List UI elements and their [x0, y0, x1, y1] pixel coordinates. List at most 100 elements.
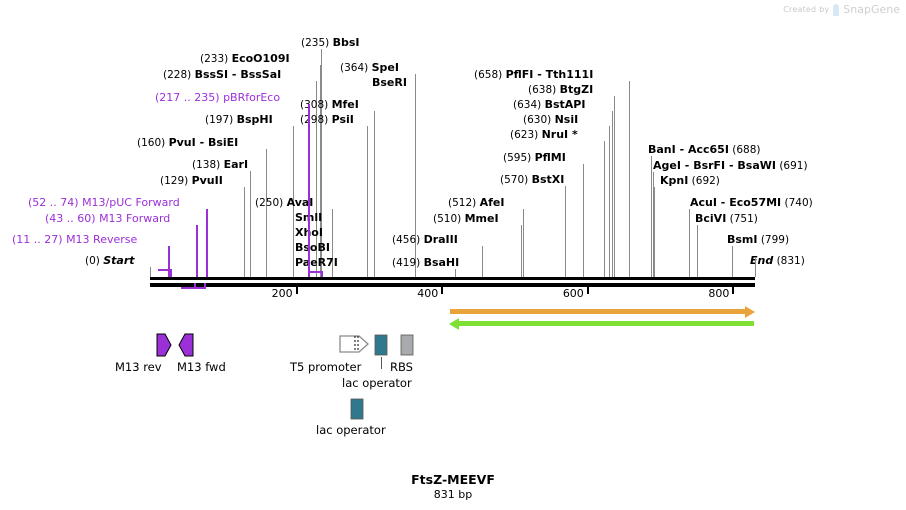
- enzyme-label-BstXI[interactable]: (570) BstXI: [500, 172, 564, 186]
- enzyme-label-PvuII[interactable]: (129) PvuII: [160, 173, 223, 187]
- enzyme-label-MfeI[interactable]: (308) MfeI: [300, 97, 359, 111]
- primer-name: M13 Reverse: [66, 233, 138, 246]
- primer-range: (52 .. 74): [28, 196, 83, 209]
- feature-label-t5-promoter[interactable]: T5 promoter: [290, 360, 362, 374]
- lac-operator-connector: [381, 357, 382, 369]
- sequence-length: 831 bp: [433, 488, 473, 501]
- enzyme-label-KpnI[interactable]: KpnI (692): [660, 173, 720, 187]
- enzyme-position: (250): [255, 197, 287, 209]
- orf-bar: [457, 321, 755, 326]
- feature-label-m13-rev[interactable]: M13 rev: [115, 360, 162, 374]
- enzyme-label-AcuI[interactable]: AcuI - Eco57MI (740): [690, 195, 813, 209]
- enzyme-label-BssSI[interactable]: (228) BssSI - BssSaI: [163, 67, 281, 81]
- enzyme-label-SpeI[interactable]: (364) SpeI: [340, 60, 399, 74]
- feature-glyph-m13-fwd[interactable]: [178, 332, 194, 362]
- feature-glyph-lac-operator[interactable]: [350, 398, 364, 424]
- enzyme-name: PsiI: [331, 113, 354, 126]
- enzyme-leader-EarI: [250, 171, 252, 277]
- feature-glyph-m13-rev[interactable]: [156, 332, 172, 362]
- enzyme-name: PflFI: [505, 68, 534, 81]
- enzyme-label-BbsI[interactable]: (235) BbsI: [301, 35, 359, 49]
- enzyme-name: BsoBI: [295, 241, 330, 254]
- enzyme-label-DraIII[interactable]: (456) DraIII: [392, 232, 458, 246]
- feature-label-m13-fwd[interactable]: M13 fwd: [177, 360, 226, 374]
- enzyme-position: (419): [392, 257, 424, 269]
- enzyme-name: AfeI: [479, 196, 505, 209]
- end-label[interactable]: End (831): [750, 253, 805, 267]
- start-label[interactable]: (0) Start: [85, 253, 135, 267]
- end-name: End: [750, 254, 774, 267]
- enzyme-name: BsiEI: [207, 136, 239, 149]
- enzyme-name: MfeI: [331, 98, 359, 111]
- enzyme-leader-BtgZI: [614, 96, 616, 277]
- enzyme-name: KpnI: [660, 174, 689, 187]
- enzyme-label-BsmI[interactable]: BsmI (799): [727, 232, 789, 246]
- ruler-tick-400: [441, 287, 444, 294]
- primer-label-m13-reverse[interactable]: (11 .. 27) M13 Reverse: [12, 232, 137, 245]
- enzyme-name: BanI: [648, 143, 676, 156]
- snapgene-logo-icon: [833, 3, 840, 16]
- enzyme-label-EcoO109I[interactable]: (233) EcoO109I: [200, 51, 290, 65]
- enzyme-label-EarI[interactable]: (138) EarI: [192, 157, 248, 171]
- enzyme-label-BtgZI[interactable]: (638) BtgZI: [528, 82, 593, 96]
- enzyme-name: PflMI: [534, 151, 566, 164]
- enzyme-name: AgeI: [653, 159, 681, 172]
- enzyme-label-PaeR7I[interactable]: PaeR7I: [295, 255, 338, 268]
- feature-glyph-rbs[interactable]: [400, 334, 414, 360]
- enzyme-label-PsiI[interactable]: (298) PsiI: [300, 112, 354, 126]
- enzyme-label-BstAPI[interactable]: (634) BstAPI: [513, 97, 585, 111]
- enzyme-name: AcuI: [690, 196, 717, 209]
- enzyme-label-NruI *[interactable]: (623) NruI *: [510, 127, 578, 141]
- enzyme-separator: -: [533, 68, 546, 81]
- enzyme-name: BsrFI: [693, 159, 726, 172]
- enzyme-label-PflFI[interactable]: (658) PflFI - Tth111I: [474, 67, 593, 81]
- feature-glyph-t5-promoter[interactable]: [339, 332, 369, 360]
- ruler-tick-600: [586, 287, 589, 294]
- ruler-label-600: 600: [562, 287, 584, 300]
- enzyme-name: BstAPI: [544, 98, 586, 111]
- feature-label-lac-operator[interactable]: lac operator: [316, 423, 386, 437]
- start-position: (0): [85, 255, 104, 267]
- enzyme-label-AfeI[interactable]: (512) AfeI: [448, 195, 504, 209]
- feature-glyph-lac-operator[interactable]: [374, 334, 388, 360]
- enzyme-label-BseRI[interactable]: BseRI: [372, 75, 407, 88]
- enzyme-name: BsmI: [727, 233, 758, 246]
- start-leader-line: [150, 267, 151, 277]
- enzyme-label-BspHI[interactable]: (197) BspHI: [205, 112, 273, 126]
- enzyme-label-NsiI[interactable]: (630) NsiI: [523, 112, 578, 126]
- enzyme-position: (570): [500, 174, 532, 186]
- enzyme-leader-PvuII: [243, 187, 245, 277]
- watermark-brand: SnapGene: [843, 3, 900, 16]
- enzyme-label-PflMI[interactable]: (595) PflMI: [503, 150, 566, 164]
- enzyme-label-MmeI[interactable]: (510) MmeI: [433, 211, 499, 225]
- enzyme-leader-DraIII: [481, 246, 483, 277]
- enzyme-position: (623): [510, 129, 542, 141]
- primer-leader-line: [206, 209, 208, 277]
- enzyme-label-BsaHI[interactable]: (419) BsaHI: [392, 255, 459, 269]
- enzyme-leader-AgeI: [653, 172, 655, 277]
- enzyme-label-AgeI[interactable]: AgeI - BsrFI - BsaWI (691): [653, 158, 808, 172]
- snapgene-watermark: Created by SnapGene: [783, 3, 900, 16]
- enzyme-label-BciVI[interactable]: BciVI (751): [695, 211, 758, 225]
- enzyme-leader-PsiI: [366, 126, 368, 277]
- feature-label-lac-operator[interactable]: lac operator: [342, 376, 412, 390]
- primer-label-m13-puc-forward[interactable]: (52 .. 74) M13/pUC Forward: [28, 195, 180, 208]
- orf-arrowhead: [448, 317, 459, 330]
- enzyme-label-AvaI[interactable]: (250) AvaI: [255, 195, 313, 209]
- enzyme-label-BsoBI[interactable]: BsoBI: [295, 240, 330, 253]
- ruler-label-400: 400: [417, 287, 439, 300]
- enzyme-label-BanI[interactable]: BanI - Acc65I (688): [648, 142, 761, 156]
- enzyme-name: BspHI: [236, 113, 273, 126]
- primer-range: (11 .. 27): [12, 233, 67, 246]
- primer-label-m13-forward[interactable]: (43 .. 60) M13 Forward: [45, 211, 170, 224]
- ruler-label-200: 200: [271, 287, 293, 300]
- enzyme-label-PvuI[interactable]: (160) PvuI - BsiEI: [137, 135, 238, 149]
- enzyme-separator: -: [725, 159, 738, 172]
- enzyme-leader-BspHI: [293, 126, 295, 277]
- primer-name: pBRforEco: [223, 91, 281, 104]
- feature-label-rbs[interactable]: RBS: [390, 360, 413, 374]
- enzyme-name: PvuI: [168, 136, 196, 149]
- primer-label-pbrforeco[interactable]: (217 .. 235) pBRforEco: [155, 90, 280, 103]
- enzyme-position: (233): [200, 53, 232, 65]
- enzyme-leader-EcoO109I: [319, 65, 321, 277]
